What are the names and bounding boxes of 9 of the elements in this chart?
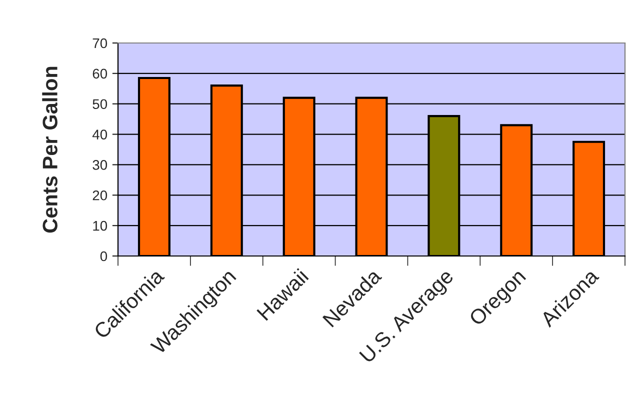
y-tick-label: 20	[92, 190, 108, 200]
y-tick-label: 60	[92, 68, 108, 79]
y-tick-label: 40	[92, 130, 108, 140]
y-tick-label: 70	[92, 38, 108, 48]
y-tick-label: 50	[92, 99, 108, 110]
y-tick-label: 30	[92, 160, 108, 170]
y-tick-label: 0	[100, 251, 108, 262]
y-axis-title: Cents Per Gallon	[42, 66, 58, 233]
y-tick-label: 10	[93, 220, 108, 231]
